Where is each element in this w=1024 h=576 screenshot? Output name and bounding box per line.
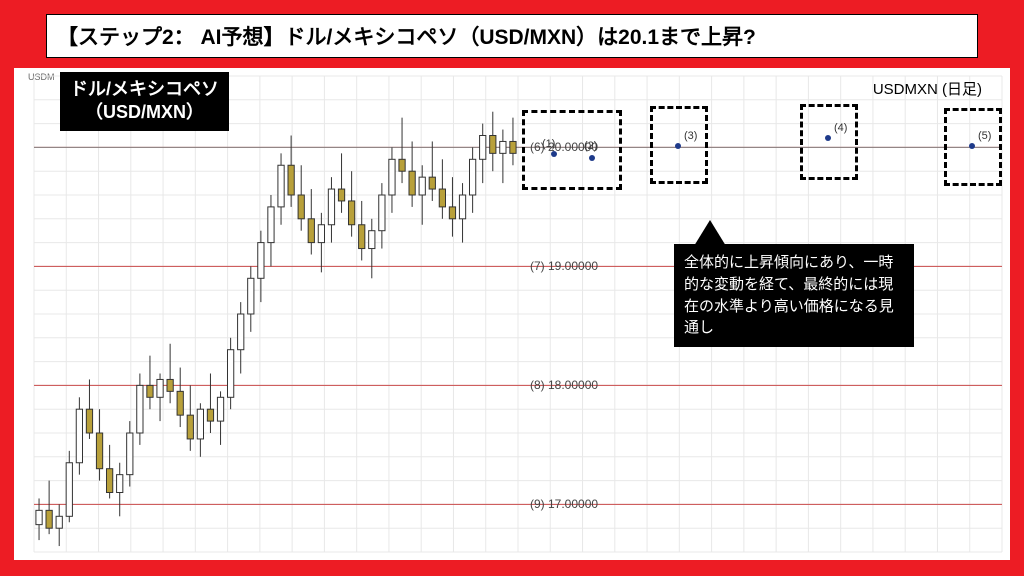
forecast-dot [825,135,831,141]
pair-label: ドル/メキシコペソ （USD/MXN） [60,72,229,131]
title-bar: 【ステップ2： AI予想】ドル/メキシコペソ（USD/MXN）は20.1まで上昇… [46,14,978,58]
outer-frame: 【ステップ2： AI予想】ドル/メキシコペソ（USD/MXN）は20.1まで上昇… [0,0,1024,576]
timeframe-label: USDMXN (日足) [873,78,982,99]
forecast-num-label: (5) [978,130,991,142]
forecast-box [800,104,858,180]
pair-label-line1: ドル/メキシコペソ [70,79,219,99]
forecast-dot [589,155,595,161]
callout-box: 全体的に上昇傾向にあり、一時的な変動を経て、最終的には現在の水準より高い価格にな… [674,244,914,347]
forecast-num-label: (3) [684,130,697,142]
callout-text: 全体的に上昇傾向にあり、一時的な変動を経て、最終的には現在の水準より高い価格にな… [684,254,894,336]
price-line-label: (7) 19.00000 [530,259,598,273]
callout-arrow-icon [694,220,726,246]
chart-area: USDM ドル/メキシコペソ （USD/MXN） USDMXN (日足) (1)… [14,68,1010,560]
price-line-label: (8) 18.00000 [530,378,598,392]
pair-label-line2: （USD/MXN） [85,102,204,122]
title-text: 【ステップ2： AI予想】ドル/メキシコペソ（USD/MXN）は20.1まで上昇… [57,26,756,49]
forecast-dot [675,143,681,149]
price-line-label: (9) 17.00000 [530,497,598,511]
forecast-dot [969,143,975,149]
price-line-label: (6) 20.00000 [530,140,598,154]
forecast-num-label: (4) [834,122,847,134]
